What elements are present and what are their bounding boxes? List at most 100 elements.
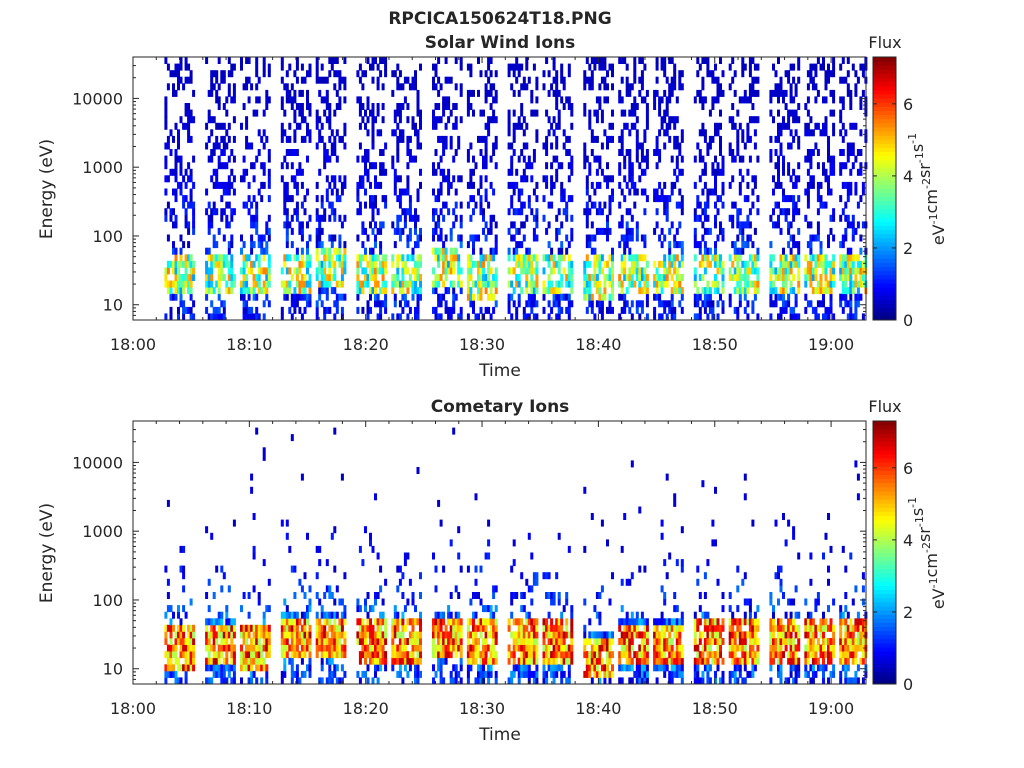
spectrogram-cell — [444, 254, 448, 262]
spectrogram-cell — [638, 274, 642, 281]
spectrogram-cell — [733, 70, 737, 78]
spectrogram-cell — [522, 129, 526, 137]
spectrogram-cell — [708, 227, 712, 235]
spectrogram-cell — [797, 162, 801, 170]
spectrogram-cell — [371, 247, 375, 255]
spectrogram-cell — [748, 254, 752, 262]
spectrogram-cell — [265, 135, 269, 143]
spectrogram-cell — [489, 116, 493, 124]
spectrogram-cell — [376, 644, 380, 652]
spectrogram-cell — [721, 260, 725, 268]
spectrogram-cell — [653, 89, 657, 97]
spectrogram-cell — [315, 227, 319, 235]
spectrogram-cell — [525, 142, 529, 150]
spectrogram-cell — [177, 83, 180, 91]
spectrogram-cell — [184, 122, 188, 130]
spectrogram-cell — [620, 129, 624, 137]
spectrogram-cell — [746, 287, 750, 295]
spectrogram-cell — [227, 274, 231, 281]
spectrogram-cell — [434, 306, 438, 314]
spectrogram-cell — [854, 122, 858, 130]
spectrogram-cell — [784, 306, 788, 314]
spectrogram-cell — [182, 605, 186, 613]
spectrogram-cell — [746, 280, 750, 288]
spectrogram-cell — [366, 624, 370, 632]
spectrogram-cell — [474, 493, 478, 501]
spectrogram-cell — [220, 631, 224, 639]
spectrogram-cell — [215, 168, 219, 176]
spectrogram-cell — [678, 221, 682, 229]
spectrogram-cell — [530, 306, 534, 314]
spectrogram-cell — [466, 103, 470, 110]
spectrogram-cell — [769, 149, 773, 156]
spectrogram-cell — [225, 644, 229, 652]
spectrogram-cell — [714, 175, 717, 183]
spectrogram-cell — [784, 267, 788, 275]
colorbar-swatch — [873, 209, 896, 214]
spectrogram-cell — [169, 214, 173, 222]
spectrogram-cell — [328, 135, 332, 143]
spectrogram-cell — [411, 122, 415, 130]
spectrogram-cell — [748, 116, 752, 124]
spectrogram-cell — [335, 129, 339, 137]
spectrogram-cell — [520, 624, 524, 632]
spectrogram-cell — [711, 103, 715, 110]
spectrogram-cell — [751, 89, 755, 97]
spectrogram-cell — [369, 109, 372, 117]
spectrogram-cell — [416, 657, 420, 665]
spectrogram-cell — [590, 247, 594, 255]
spectrogram-cell — [262, 142, 266, 150]
spectrogram-cell — [210, 149, 214, 156]
spectrogram-cell — [215, 241, 219, 249]
spectrogram-cell — [247, 293, 251, 301]
spectrogram-cell — [640, 287, 644, 295]
spectrogram-cell — [408, 618, 412, 626]
spectrogram-cell — [338, 214, 342, 222]
colorbar-tick-label: 6 — [903, 95, 913, 114]
spectrogram-cell — [753, 142, 757, 150]
spectrogram-cell — [177, 63, 180, 71]
spectrogram-cell — [406, 287, 410, 295]
spectrogram-cell — [240, 605, 243, 613]
colorbar-swatch — [873, 147, 896, 153]
spectrogram-cell — [550, 83, 554, 91]
spectrogram-cell — [177, 142, 180, 150]
spectrogram-cell — [250, 486, 254, 494]
spectrogram-cell — [364, 122, 367, 130]
spectrogram-cell — [628, 188, 632, 196]
spectrogram-cell — [557, 247, 561, 255]
spectrogram-cell — [769, 300, 773, 308]
spectrogram-cell — [782, 208, 785, 216]
spectrogram-cell — [628, 254, 632, 262]
spectrogram-cell — [306, 221, 309, 229]
spectrogram-cell — [492, 651, 496, 659]
spectrogram-cell — [772, 267, 775, 275]
spectrogram-cell — [623, 57, 627, 64]
spectrogram-cell — [361, 638, 365, 645]
spectrogram-cell — [484, 638, 488, 645]
spectrogram-cell — [670, 116, 674, 124]
spectrogram-cell — [232, 89, 236, 97]
spectrogram-cell — [753, 181, 757, 189]
spectrogram-cell — [618, 221, 622, 229]
spectrogram-cell — [333, 618, 337, 626]
spectrogram-cell — [434, 254, 438, 262]
spectrogram-cell — [454, 247, 458, 255]
spectrogram-cell — [437, 221, 441, 229]
spectrogram-cell — [590, 70, 594, 78]
spectrogram-cell — [371, 109, 375, 117]
spectrogram-cell — [393, 70, 397, 78]
spectrogram-cell — [555, 293, 559, 301]
spectrogram-cell — [366, 618, 370, 626]
spectrogram-cell — [841, 149, 845, 156]
spectrogram-cell — [184, 306, 188, 314]
spectrogram-cell — [306, 70, 309, 78]
spectrogram-cell — [517, 70, 521, 78]
spectrogram-cell — [205, 247, 209, 255]
spectrogram-cell — [328, 638, 332, 645]
spectrogram-cell — [179, 57, 183, 64]
spectrogram-cell — [447, 208, 451, 216]
spectrogram-cell — [288, 89, 292, 97]
spectrogram-cell — [794, 109, 798, 117]
spectrogram-cell — [290, 175, 294, 183]
